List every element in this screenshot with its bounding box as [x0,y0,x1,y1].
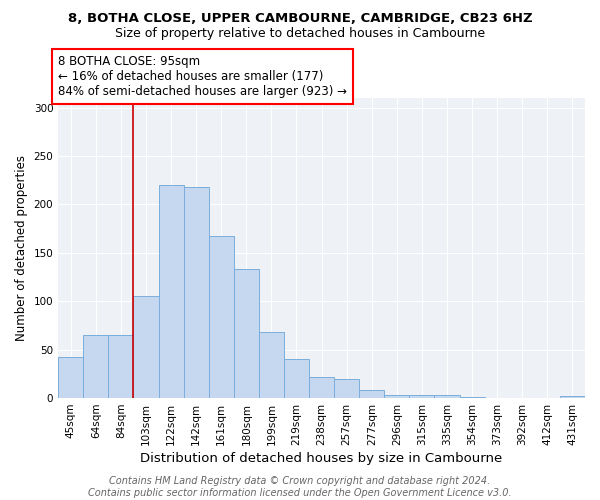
Bar [284,360,309,398]
Text: 8, BOTHA CLOSE, UPPER CAMBOURNE, CAMBRIDGE, CB23 6HZ: 8, BOTHA CLOSE, UPPER CAMBOURNE, CAMBRID… [68,12,532,26]
Bar [58,358,83,398]
Bar [158,185,184,398]
Bar [334,378,359,398]
Bar [560,396,585,398]
Bar [209,236,234,398]
Bar [409,395,434,398]
Bar [133,296,158,398]
Text: Contains HM Land Registry data © Crown copyright and database right 2024.
Contai: Contains HM Land Registry data © Crown c… [88,476,512,498]
Bar [309,377,334,398]
Bar [385,395,409,398]
Bar [234,270,259,398]
Y-axis label: Number of detached properties: Number of detached properties [15,155,28,341]
Bar [184,187,209,398]
Bar [460,397,485,398]
Bar [359,390,385,398]
Bar [109,335,133,398]
Text: Size of property relative to detached houses in Cambourne: Size of property relative to detached ho… [115,28,485,40]
Bar [434,395,460,398]
Bar [83,335,109,398]
X-axis label: Distribution of detached houses by size in Cambourne: Distribution of detached houses by size … [140,452,503,465]
Bar [259,332,284,398]
Text: 8 BOTHA CLOSE: 95sqm
← 16% of detached houses are smaller (177)
84% of semi-deta: 8 BOTHA CLOSE: 95sqm ← 16% of detached h… [58,55,347,98]
